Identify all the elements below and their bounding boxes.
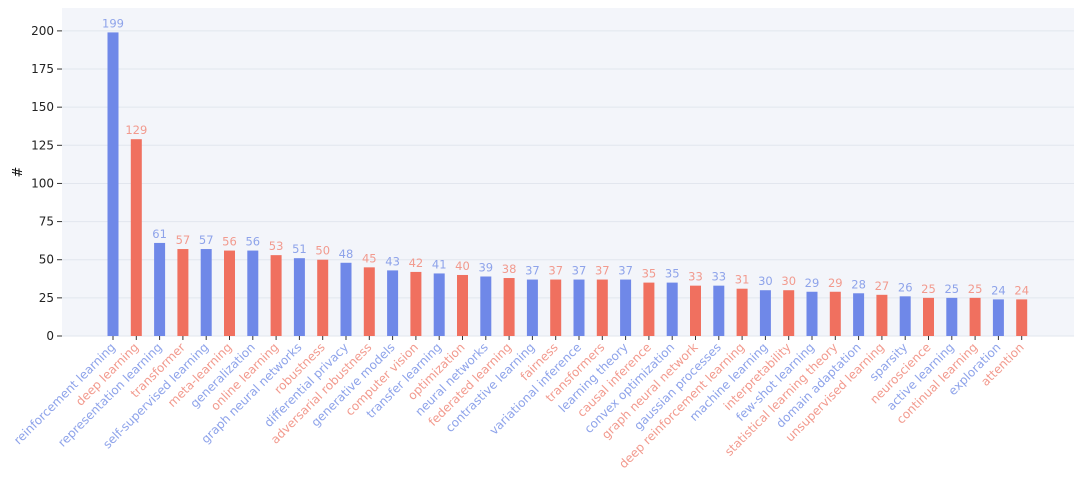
bar bbox=[247, 250, 259, 336]
value-label: 43 bbox=[385, 254, 400, 268]
value-label: 48 bbox=[339, 247, 354, 261]
bar bbox=[736, 288, 748, 336]
value-label: 40 bbox=[455, 259, 470, 273]
bar bbox=[596, 279, 608, 336]
value-label: 30 bbox=[781, 274, 796, 288]
y-tick-label: 125 bbox=[31, 138, 54, 152]
value-label: 37 bbox=[548, 264, 563, 278]
y-tick-label: 100 bbox=[31, 176, 54, 190]
value-label: 57 bbox=[176, 233, 191, 247]
value-label: 24 bbox=[991, 283, 1006, 297]
bar bbox=[620, 279, 632, 336]
value-label: 37 bbox=[618, 264, 633, 278]
value-label: 199 bbox=[102, 16, 124, 30]
value-label: 29 bbox=[828, 276, 843, 290]
bar bbox=[130, 139, 142, 336]
y-tick-label: 25 bbox=[39, 291, 54, 305]
value-label: 25 bbox=[968, 282, 983, 296]
value-label: 37 bbox=[572, 264, 587, 278]
bar bbox=[317, 259, 329, 336]
y-tick-label: 175 bbox=[31, 62, 54, 76]
bar bbox=[759, 290, 771, 336]
value-label: 33 bbox=[711, 270, 726, 284]
bar bbox=[829, 291, 841, 336]
value-label: 38 bbox=[502, 262, 517, 276]
bar bbox=[969, 297, 981, 336]
bar bbox=[154, 242, 166, 336]
y-tick-label: 75 bbox=[39, 215, 54, 229]
bar bbox=[1016, 299, 1028, 336]
bar bbox=[503, 278, 515, 336]
bar bbox=[457, 274, 468, 336]
bar bbox=[690, 285, 701, 336]
bar bbox=[806, 291, 818, 336]
y-tick-label: 50 bbox=[39, 253, 54, 267]
value-label: 33 bbox=[688, 270, 703, 284]
bar bbox=[363, 267, 375, 336]
bar bbox=[480, 276, 492, 336]
bar bbox=[946, 297, 958, 336]
bars: 199 129 61 57 57 56 56 53 51 50 48 45 43 42 41 40 39 38 37… bbox=[102, 16, 1029, 336]
bar bbox=[923, 297, 934, 336]
y-tick-label: 0 bbox=[46, 329, 54, 343]
value-label: 56 bbox=[245, 235, 260, 249]
bar bbox=[107, 32, 119, 336]
value-label: 50 bbox=[315, 244, 330, 258]
y-tick-label: 200 bbox=[31, 24, 54, 38]
bar bbox=[433, 273, 445, 336]
value-label: 27 bbox=[875, 279, 890, 293]
bar bbox=[526, 279, 538, 336]
value-label: 37 bbox=[525, 264, 540, 278]
bar bbox=[550, 279, 562, 336]
value-label: 51 bbox=[292, 242, 307, 256]
bar bbox=[177, 249, 189, 336]
value-label: 42 bbox=[409, 256, 424, 270]
y-axis: 0 25 50 75 100 125 150 175 200 bbox=[31, 24, 62, 343]
bar bbox=[713, 285, 725, 336]
value-label: 29 bbox=[805, 276, 820, 290]
value-label: 45 bbox=[362, 251, 377, 265]
bar bbox=[340, 262, 352, 336]
value-label: 24 bbox=[1014, 283, 1029, 297]
value-label: 30 bbox=[758, 274, 773, 288]
value-label: 26 bbox=[898, 280, 913, 294]
bar bbox=[899, 296, 911, 336]
value-label: 129 bbox=[125, 123, 147, 137]
bar bbox=[643, 282, 655, 336]
bar bbox=[410, 271, 422, 336]
value-label: 61 bbox=[152, 227, 167, 241]
bar bbox=[783, 290, 795, 336]
value-label: 39 bbox=[478, 261, 493, 275]
bar bbox=[992, 299, 1004, 336]
bar bbox=[270, 255, 282, 336]
bar bbox=[666, 282, 678, 336]
value-label: 28 bbox=[851, 277, 866, 291]
value-label: 41 bbox=[432, 257, 447, 271]
bar bbox=[853, 293, 865, 336]
bar bbox=[876, 294, 888, 336]
bar bbox=[573, 279, 585, 336]
bar bbox=[224, 250, 235, 336]
y-axis-title: # bbox=[11, 167, 26, 178]
y-tick-label: 150 bbox=[31, 100, 54, 114]
value-label: 56 bbox=[222, 235, 237, 249]
value-label: 35 bbox=[642, 267, 657, 281]
bar bbox=[387, 270, 399, 336]
value-label: 25 bbox=[921, 282, 936, 296]
bar bbox=[293, 258, 305, 336]
value-label: 53 bbox=[269, 239, 284, 253]
value-label: 25 bbox=[944, 282, 959, 296]
value-label: 35 bbox=[665, 267, 680, 281]
value-label: 57 bbox=[199, 233, 214, 247]
value-label: 31 bbox=[735, 273, 750, 287]
value-label: 37 bbox=[595, 264, 610, 278]
bar bbox=[200, 249, 212, 336]
